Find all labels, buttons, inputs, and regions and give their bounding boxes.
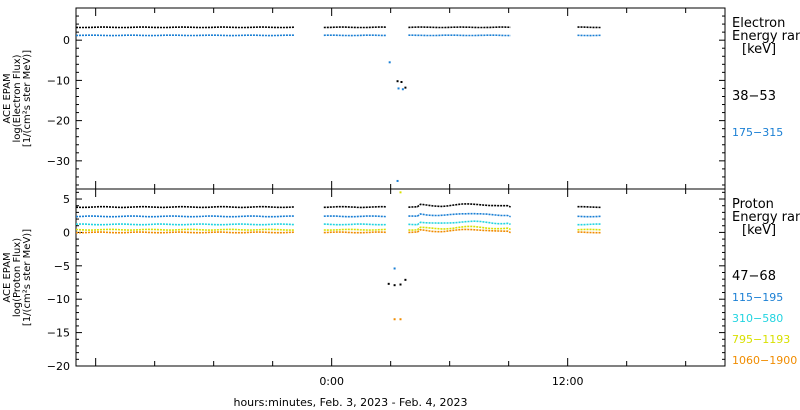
legend-title-line: [keV] bbox=[742, 223, 776, 238]
proton-y-axis-label: ACE EPAM log(Proton Flux) [1/(cm²s ster Me… bbox=[2, 229, 33, 326]
data-point bbox=[399, 283, 402, 286]
series-38-53 bbox=[75, 26, 602, 89]
legend-entry: 175−315 bbox=[732, 126, 783, 139]
x-tick-label: 0:00 bbox=[319, 375, 344, 388]
series-trace bbox=[408, 228, 511, 234]
data-point bbox=[400, 81, 403, 84]
y-axis-label-line: [1/(cm²s ster MeV)] bbox=[22, 50, 33, 147]
y-axis-label-line: ACE EPAM bbox=[2, 252, 13, 302]
data-point bbox=[401, 88, 404, 91]
series-310-580 bbox=[75, 220, 602, 226]
y-tick-label: −15 bbox=[47, 327, 70, 340]
series-trace bbox=[408, 225, 511, 231]
y-tick-label: 5 bbox=[63, 193, 70, 206]
data-point bbox=[393, 284, 396, 287]
series-trace bbox=[76, 231, 295, 234]
legend-title-line: Electron bbox=[732, 16, 785, 31]
time-axis: 0:00 12:00 bbox=[95, 8, 687, 388]
proton-y-axis: 5 0 −5 −10 −15 −20 bbox=[47, 191, 725, 373]
legend-entry: 310−580 bbox=[732, 312, 783, 325]
series-trace bbox=[577, 223, 602, 226]
y-axis-label-line: log(Proton Flux) bbox=[12, 238, 23, 317]
data-point bbox=[404, 86, 407, 89]
y-tick-label: 0 bbox=[63, 226, 70, 239]
series-115-195 bbox=[75, 212, 602, 270]
data-point bbox=[397, 87, 400, 90]
y-axis-label-line: [1/(cm²s ster MeV)] bbox=[22, 229, 33, 326]
data-point bbox=[396, 80, 399, 83]
legend-entry: 795−1193 bbox=[732, 333, 790, 346]
proton-plot-frame bbox=[75, 188, 726, 367]
y-tick-label: −5 bbox=[54, 260, 70, 273]
series-trace bbox=[408, 212, 511, 218]
data-point bbox=[399, 318, 402, 321]
legend-entry: 1060−1900 bbox=[732, 354, 797, 367]
series-trace bbox=[408, 203, 511, 208]
series-trace bbox=[75, 205, 295, 209]
y-tick-label: −20 bbox=[47, 115, 70, 128]
data-point bbox=[396, 179, 399, 182]
y-tick-label: −30 bbox=[47, 155, 70, 168]
data-point bbox=[387, 282, 390, 285]
legend-title-line: Energy ran bbox=[732, 29, 800, 44]
series-trace bbox=[577, 231, 602, 234]
series-trace bbox=[323, 228, 387, 231]
series-trace bbox=[408, 220, 511, 226]
y-axis-label-line: log(Electron Flux) bbox=[12, 54, 23, 142]
series-trace bbox=[75, 215, 295, 218]
electron-data bbox=[75, 26, 602, 182]
series-trace bbox=[75, 223, 295, 226]
series-trace bbox=[577, 228, 602, 231]
data-point bbox=[404, 278, 407, 281]
data-point bbox=[388, 61, 391, 64]
series-175-315 bbox=[75, 34, 602, 182]
series-trace bbox=[577, 205, 602, 209]
legend-entry: 47−68 bbox=[732, 269, 776, 284]
legend-title-line: [keV] bbox=[742, 42, 776, 57]
y-axis-label-line: ACE EPAM bbox=[2, 73, 13, 123]
electron-y-axis: 0 −10 −20 −30 bbox=[47, 7, 725, 186]
legend-title-line: Energy ran bbox=[732, 210, 800, 225]
series-trace bbox=[323, 231, 387, 234]
series-trace bbox=[323, 223, 387, 226]
y-tick-label: 0 bbox=[63, 34, 70, 47]
series-trace bbox=[323, 215, 387, 218]
series-795-1193 bbox=[75, 191, 602, 231]
time-axis-label: hours:minutes, Feb. 3, 2023 - Feb. 4, 20… bbox=[233, 396, 467, 409]
data-point bbox=[393, 267, 396, 270]
data-point bbox=[399, 191, 402, 194]
legend-entry: 115−195 bbox=[732, 291, 783, 304]
series-trace bbox=[323, 205, 387, 209]
y-tick-label: −10 bbox=[47, 74, 70, 87]
series-47-68 bbox=[75, 203, 602, 287]
electron-y-axis-label: ACE EPAM log(Electron Flux) [1/(cm²s ster … bbox=[2, 50, 33, 147]
proton-panel: 5 0 −5 −10 −15 −20 ACE EPAM log(Proton Flux) [1… bbox=[2, 188, 800, 373]
data-point bbox=[393, 318, 396, 321]
y-tick-label: −20 bbox=[47, 360, 70, 373]
legend-entry: 38−53 bbox=[732, 89, 776, 104]
series-1060-1900 bbox=[76, 228, 602, 321]
y-tick-label: −10 bbox=[47, 293, 70, 306]
series-trace bbox=[75, 228, 295, 231]
electron-panel: 0 −10 −20 −30 ACE EPAM log(Electron Flux) [1/… bbox=[2, 7, 800, 190]
proton-data bbox=[75, 191, 602, 321]
legend-title-line: Proton bbox=[732, 197, 774, 212]
x-tick-label: 12:00 bbox=[552, 375, 584, 388]
